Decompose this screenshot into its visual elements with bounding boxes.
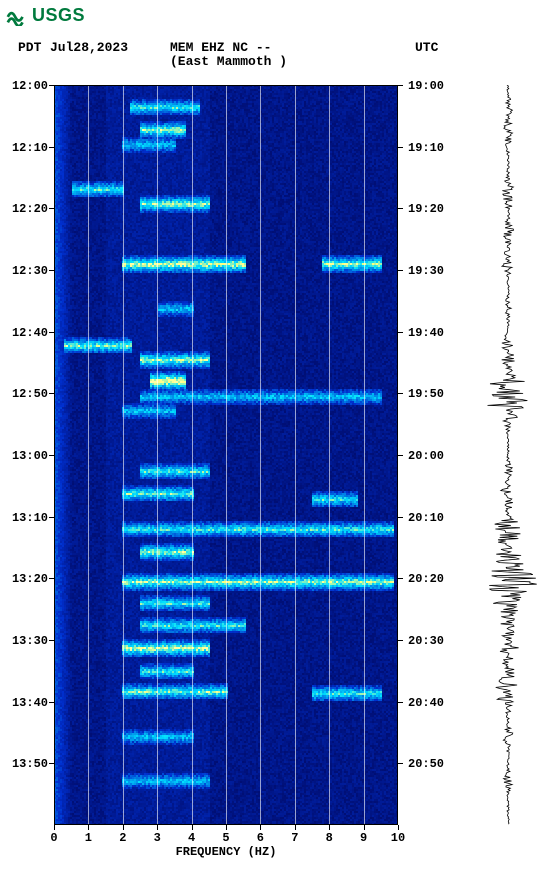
- x-tick: 1: [85, 831, 92, 845]
- y-tick-right: 19:00: [408, 79, 444, 93]
- y-tick-left: 12:40: [12, 326, 48, 340]
- x-tick: 5: [222, 831, 229, 845]
- wave-icon: [6, 4, 28, 26]
- y-tick-right: 19:10: [408, 141, 444, 155]
- date-label: Jul28,2023: [50, 40, 128, 55]
- y-tick-right: 19:30: [408, 264, 444, 278]
- y-tick-left: 13:10: [12, 511, 48, 525]
- y-tick-left: 13:20: [12, 572, 48, 586]
- location-label: (East Mammoth ): [170, 54, 287, 69]
- y-tick-right: 20:50: [408, 757, 444, 771]
- x-axis: FREQUENCY (HZ) 012345678910: [54, 825, 398, 865]
- logo-text: USGS: [32, 5, 85, 26]
- tz-left-label: PDT: [18, 40, 41, 55]
- y-tick-left: 12:20: [12, 202, 48, 216]
- usgs-logo: USGS: [6, 4, 85, 26]
- y-tick-right: 20:40: [408, 696, 444, 710]
- spectrogram-plot: [54, 85, 398, 825]
- y-tick-left: 13:00: [12, 449, 48, 463]
- y-tick-left: 12:10: [12, 141, 48, 155]
- y-tick-right: 20:20: [408, 572, 444, 586]
- y-tick-right: 19:40: [408, 326, 444, 340]
- y-tick-right: 19:20: [408, 202, 444, 216]
- x-tick: 10: [391, 831, 405, 845]
- y-tick-right: 20:10: [408, 511, 444, 525]
- y-axis-right: 19:0019:1019:2019:3019:4019:5020:0020:10…: [398, 85, 448, 825]
- y-tick-right: 19:50: [408, 387, 444, 401]
- x-tick: 9: [360, 831, 367, 845]
- y-tick-right: 20:30: [408, 634, 444, 648]
- y-tick-left: 12:00: [12, 79, 48, 93]
- station-label: MEM EHZ NC --: [170, 40, 271, 55]
- seismogram-trace: [478, 85, 538, 825]
- x-tick: 6: [257, 831, 264, 845]
- x-tick: 0: [50, 831, 57, 845]
- y-tick-left: 12:30: [12, 264, 48, 278]
- x-tick: 7: [291, 831, 298, 845]
- y-tick-left: 13:50: [12, 757, 48, 771]
- spectrogram-canvas: [54, 85, 398, 825]
- x-tick: 3: [154, 831, 161, 845]
- y-tick-left: 12:50: [12, 387, 48, 401]
- y-tick-left: 13:30: [12, 634, 48, 648]
- y-tick-right: 20:00: [408, 449, 444, 463]
- tz-right-label: UTC: [415, 40, 438, 55]
- y-tick-left: 13:40: [12, 696, 48, 710]
- x-axis-label: FREQUENCY (HZ): [54, 845, 398, 859]
- x-tick: 2: [119, 831, 126, 845]
- y-axis-left: 12:0012:1012:2012:3012:4012:5013:0013:10…: [0, 85, 54, 825]
- x-tick: 4: [188, 831, 195, 845]
- x-tick: 8: [326, 831, 333, 845]
